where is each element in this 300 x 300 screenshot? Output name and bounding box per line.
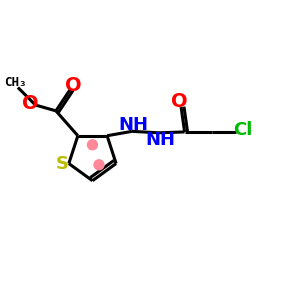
- Text: CH₃: CH₃: [4, 76, 27, 89]
- Text: O: O: [22, 94, 38, 113]
- Text: O: O: [65, 76, 82, 95]
- Text: NH: NH: [118, 116, 148, 134]
- Circle shape: [88, 140, 98, 150]
- Text: S: S: [56, 154, 69, 172]
- Circle shape: [94, 160, 104, 170]
- Text: NH: NH: [145, 131, 175, 149]
- Text: Cl: Cl: [233, 122, 253, 140]
- Text: O: O: [171, 92, 188, 111]
